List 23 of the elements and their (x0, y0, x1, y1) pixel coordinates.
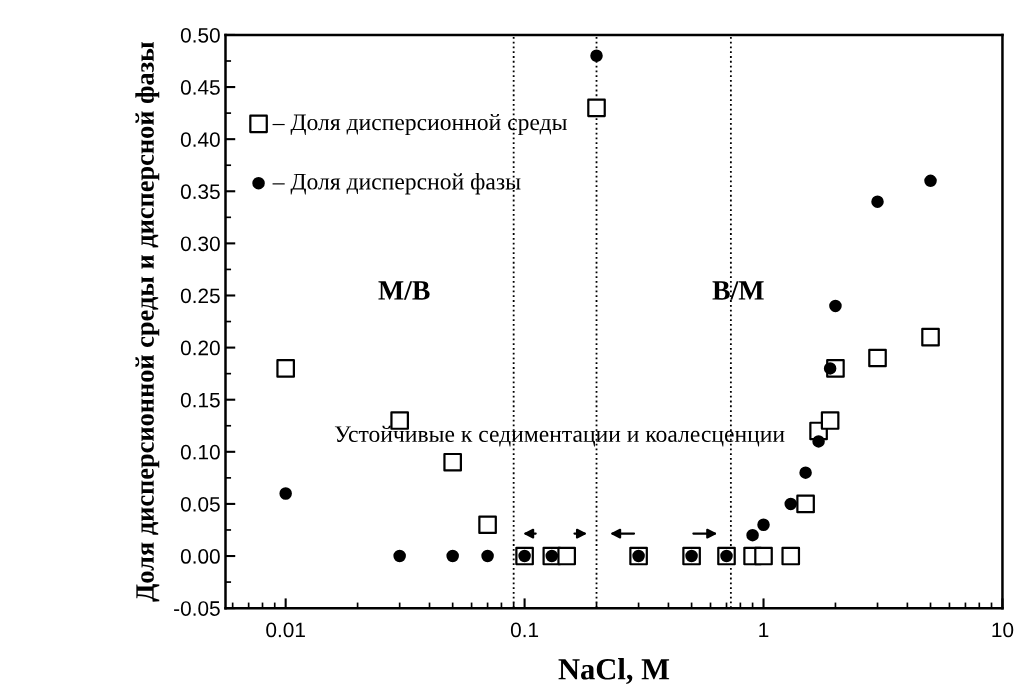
y-axis-title: Доля дисперсионной среды и дисперсной фазы (135, 41, 160, 602)
x-tick-label: 10 (992, 622, 1014, 638)
x-tick-label: 0.01 (266, 622, 305, 638)
legend-label: – Доля дисперсионной среды (272, 113, 567, 136)
y-tick-label: 0.20 (180, 340, 220, 356)
y-tick-label: 0.00 (180, 549, 220, 564)
y-tick-label: 0.10 (180, 444, 220, 460)
y-tick-label: 0.50 (180, 27, 220, 43)
y-tick-label: -0.05 (174, 601, 220, 616)
annotation: М/В (378, 281, 430, 300)
annotation: Устойчивые к седиментации и коалесценции (334, 425, 785, 447)
y-tick-label: 0.40 (180, 132, 220, 147)
x-axis-title: NaCl, M (558, 658, 670, 685)
y-tick-label: 0.25 (180, 288, 220, 304)
y-tick-label: 0.05 (180, 496, 220, 512)
annotation: В/М (712, 281, 764, 300)
x-tick-label: 0.1 (510, 622, 539, 638)
y-tick-label: 0.35 (180, 184, 220, 200)
y-tick-label: 0.30 (180, 236, 220, 252)
x-tick-label: 1 (759, 622, 769, 638)
legend-label: – Доля дисперсной фазы (272, 173, 521, 195)
y-tick-label: 0.15 (180, 392, 220, 408)
y-tick-label: 0.45 (180, 80, 220, 95)
